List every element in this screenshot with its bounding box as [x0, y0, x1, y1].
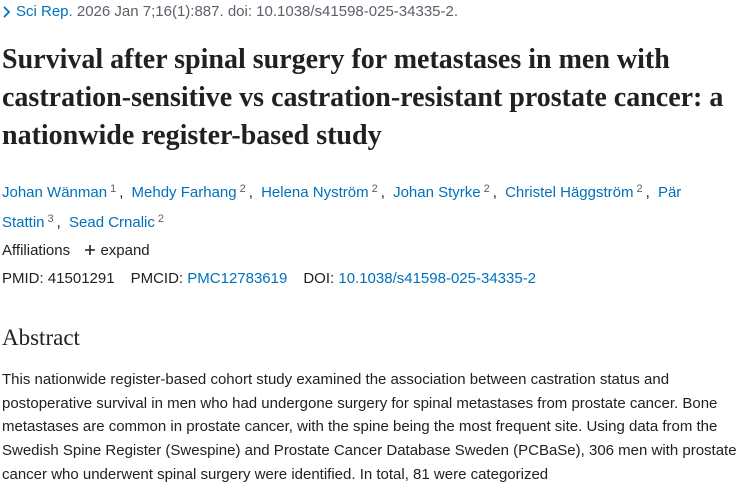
identifier: PMID: 41501291: [2, 270, 115, 287]
citation: Sci Rep. 2026 Jan 7;16(1):887. doi: 10.1…: [2, 3, 458, 20]
journal-link[interactable]: Sci Rep.: [16, 3, 73, 20]
chevron-icon: [3, 6, 11, 18]
identifier-label: PMCID:: [130, 270, 184, 287]
author-name[interactable]: Johan Wänman: [2, 184, 108, 201]
plus-icon[interactable]: [84, 244, 96, 256]
identifier-link[interactable]: 10.1038/s41598-025-34335-2: [338, 270, 537, 287]
affiliation-number[interactable]: 3: [47, 213, 54, 225]
author: Johan Wänman 1: [2, 183, 127, 201]
author: Sead Crnalic 2: [69, 213, 167, 231]
author: Johan Styrke 2: [393, 183, 501, 201]
identifier-link[interactable]: PMC12783619: [187, 270, 288, 287]
affiliation-number[interactable]: 1: [110, 183, 117, 195]
author-name[interactable]: Johan Styrke: [393, 184, 481, 201]
affiliation-number[interactable]: 2: [157, 213, 165, 225]
identifier-label: DOI:: [303, 270, 335, 287]
author-name[interactable]: Mehdy Farhang: [131, 184, 237, 201]
identifiers: PMID: 41501291 PMCID: PMC12783619 DOI: 10.…: [2, 270, 552, 287]
affiliation-number[interactable]: 2: [371, 183, 378, 195]
author: Helena Nyström 2: [261, 183, 389, 201]
author: Christel Häggström 2: [505, 183, 654, 201]
identifier-label: PMID:: [2, 270, 44, 287]
author-name[interactable]: Sead Crnalic: [69, 214, 155, 231]
affiliation-number[interactable]: 2: [239, 183, 246, 195]
author-name[interactable]: Helena Nyström: [261, 184, 369, 201]
author-name[interactable]: Pär Stattin: [2, 184, 682, 231]
identifier-value: 41501291: [47, 270, 115, 287]
author-name[interactable]: Christel Häggström: [505, 184, 634, 201]
abstract-text: This nationwide register-based cohort st…: [2, 371, 737, 483]
affiliations-label: Affiliations: [2, 242, 71, 259]
affiliations: Affiliations expand: [2, 242, 150, 259]
article-title: Survival after spinal surgery for metast…: [2, 44, 724, 151]
identifier: DOI: 10.1038/s41598-025-34335-2: [303, 270, 536, 287]
identifier: PMCID: PMC12783619: [131, 270, 288, 287]
author: Mehdy Farhang 2: [131, 183, 257, 201]
citation-details: 2026 Jan 7;16(1):887. doi: 10.1038/s4159…: [76, 3, 459, 20]
affiliation-number[interactable]: 2: [483, 183, 490, 195]
affiliation-number[interactable]: 2: [636, 183, 643, 195]
expand-toggle[interactable]: expand: [100, 242, 150, 259]
abstract-heading: Abstract: [2, 325, 80, 350]
